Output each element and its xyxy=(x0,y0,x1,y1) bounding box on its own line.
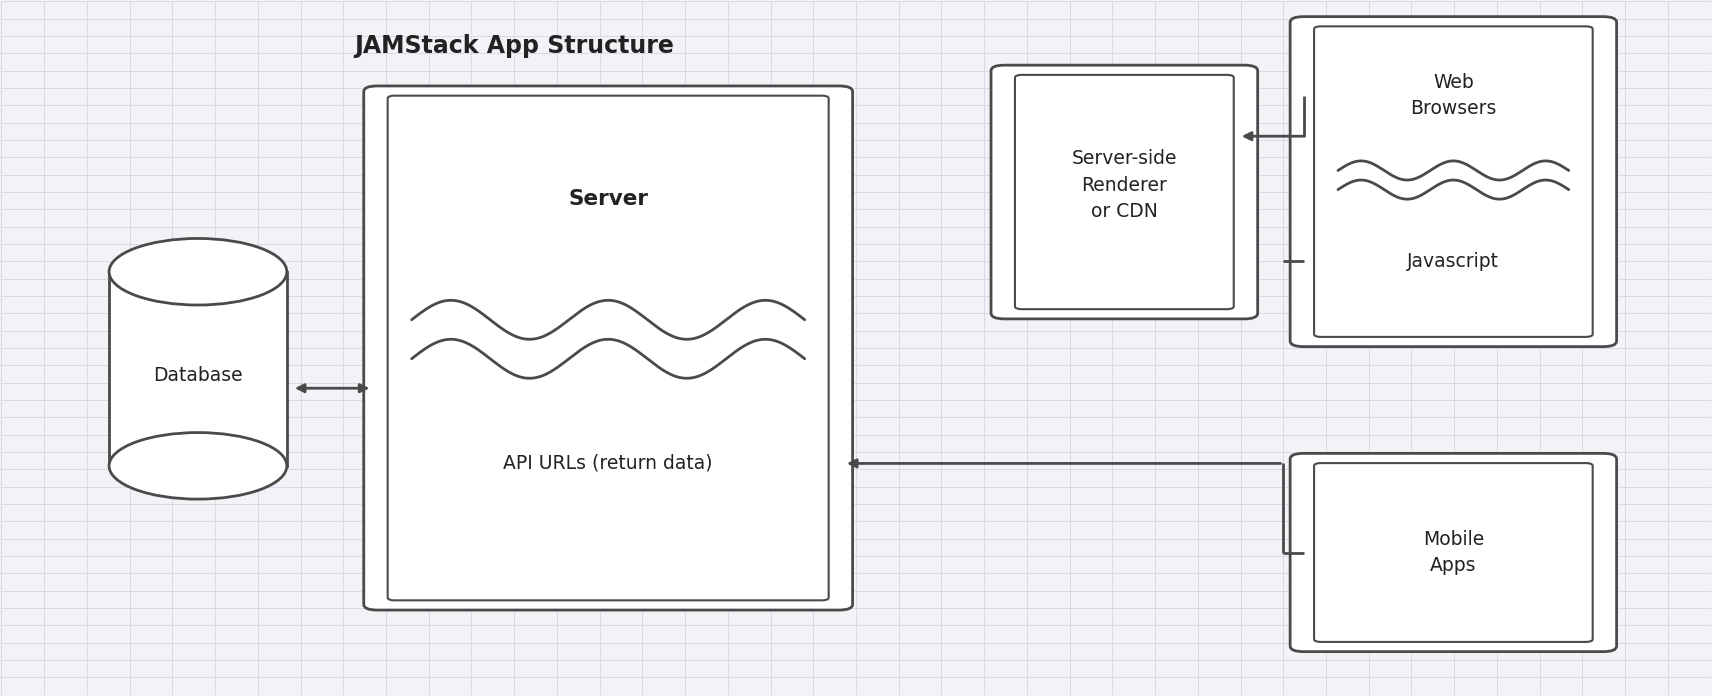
Text: Mobile
Apps: Mobile Apps xyxy=(1423,530,1484,576)
Ellipse shape xyxy=(110,239,288,305)
Text: Web
Browsers: Web Browsers xyxy=(1411,73,1496,118)
FancyBboxPatch shape xyxy=(1291,453,1616,651)
Text: API URLs (return data): API URLs (return data) xyxy=(503,454,712,473)
FancyArrowPatch shape xyxy=(1245,133,1305,140)
FancyArrowPatch shape xyxy=(298,385,366,392)
Ellipse shape xyxy=(110,433,288,499)
Text: Javascript: Javascript xyxy=(1407,252,1500,271)
FancyArrowPatch shape xyxy=(849,460,1281,467)
FancyBboxPatch shape xyxy=(363,86,853,610)
FancyBboxPatch shape xyxy=(1291,17,1616,347)
Text: Server: Server xyxy=(568,189,649,209)
FancyBboxPatch shape xyxy=(991,65,1258,319)
Polygon shape xyxy=(110,271,288,466)
Text: Server-side
Renderer
or CDN: Server-side Renderer or CDN xyxy=(1072,149,1178,221)
Text: JAMStack App Structure: JAMStack App Structure xyxy=(354,34,675,58)
Text: Database: Database xyxy=(152,366,243,385)
